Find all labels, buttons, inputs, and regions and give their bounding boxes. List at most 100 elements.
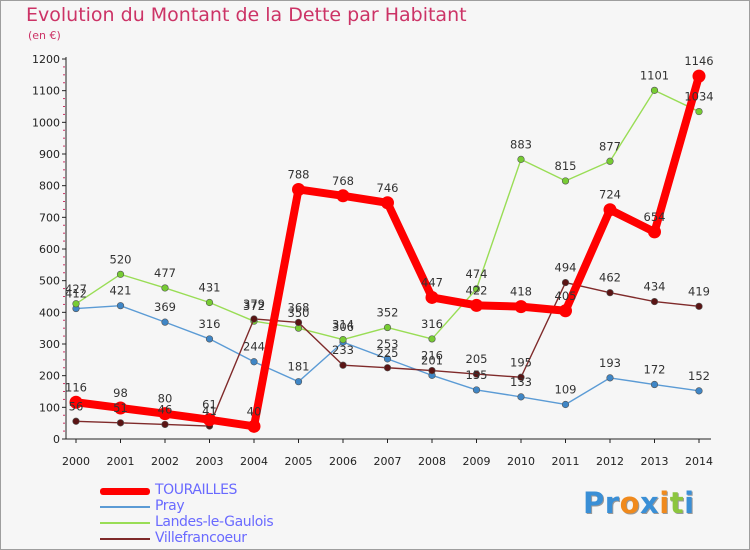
data-point [650,380,659,389]
data-label: 372 [243,299,265,313]
data-label: 654 [644,210,666,224]
data-label: 379 [243,297,265,311]
data-label: 205 [466,352,488,366]
chart-title: Evolution du Montant de la Dette par Hab… [26,4,467,26]
data-point [383,355,392,363]
data-label: 225 [377,346,399,360]
data-point [695,302,703,310]
data-point [116,270,125,278]
data-point [205,335,214,343]
x-tick-label: 2001 [107,455,135,468]
data-point [606,157,614,165]
data-point [606,374,614,382]
data-label: 61 [202,398,217,412]
legend-label: Pray [155,498,185,514]
logo-letter: x [640,486,660,520]
data-label: 1034 [684,90,713,104]
data-point [650,297,659,306]
data-label: 1101 [640,68,669,82]
data-point [339,335,347,344]
data-label: 421 [110,284,132,298]
data-point [203,413,216,427]
data-label: 306 [332,320,354,334]
data-point [116,302,125,310]
x-tick-label: 2005 [285,455,313,468]
data-label: 172 [644,363,666,377]
data-label: 447 [421,275,443,289]
data-label: 181 [288,360,310,374]
y-tick-label: 800 [39,180,60,193]
data-label: 427 [65,282,87,296]
proxiti-logo: Proxiti [583,486,695,520]
data-point [559,304,572,318]
data-labels: 116 98 80 61 40 788 768 746 447 422 418 405 724 654 11… [65,54,714,418]
data-label: 352 [377,306,399,320]
data-point [517,393,525,401]
data-label: 56 [69,399,84,413]
data-point [158,407,172,421]
data-label: 116 [65,380,87,394]
data-point [336,189,350,203]
data-point [695,107,703,116]
data-point [294,318,303,327]
data-point [292,182,305,196]
series-villefrancoeur [72,278,703,430]
y-tick-label: 100 [39,401,60,414]
data-point [116,419,125,427]
y-tick-label: 600 [39,243,60,256]
x-tick-label: 2002 [151,455,179,468]
y-tick-label: 500 [39,275,60,288]
data-label: 195 [510,355,532,369]
data-point [250,315,258,323]
data-label: 350 [288,306,310,320]
data-label: 316 [421,317,443,331]
legend-label: Villefrancoeur [155,530,247,546]
data-label: 155 [466,368,488,382]
data-point [606,289,614,297]
data-label: 46 [158,402,173,416]
data-point [561,278,570,287]
data-label: 724 [599,188,621,202]
data-label: 494 [555,261,577,275]
data-label: 474 [466,267,488,281]
data-point [161,420,169,429]
data-point [695,387,703,395]
logo-letter: i [659,486,670,520]
data-point [72,417,80,425]
y-tick-label: 300 [39,338,60,351]
data-label: 253 [377,337,399,351]
series-lines [69,69,706,433]
y-tick-label: 700 [39,211,60,224]
legend-swatch [100,538,150,540]
data-point [72,300,80,308]
data-label: 98 [113,386,128,400]
y-tick-label: 1100 [32,85,60,98]
logo-letter: t [669,486,685,520]
data-label: 152 [688,369,710,383]
x-tick-label: 2000 [62,455,90,468]
x-tick-label: 2009 [463,455,491,468]
data-point [650,86,659,94]
logo-letter: i [684,486,695,520]
data-point [161,284,169,292]
axes: 0 100 200 300 400 500 600 700 800 900 1000 1100 1200… [32,53,713,468]
data-point [425,290,439,304]
data-label: 815 [555,159,577,173]
data-point [470,298,483,312]
x-tick-label: 2008 [418,455,446,468]
data-point [603,203,617,217]
data-point [161,318,169,326]
data-point [250,358,258,366]
data-point [648,225,661,239]
x-tick-label: 2014 [685,455,713,468]
legend-swatch [100,506,150,508]
data-point [381,196,394,210]
data-point [339,361,347,369]
x-tick-label: 2003 [196,455,224,468]
data-label: 419 [688,284,710,298]
data-point [205,298,214,307]
data-point [561,400,570,409]
data-point [247,419,261,433]
data-label: 422 [466,283,488,297]
